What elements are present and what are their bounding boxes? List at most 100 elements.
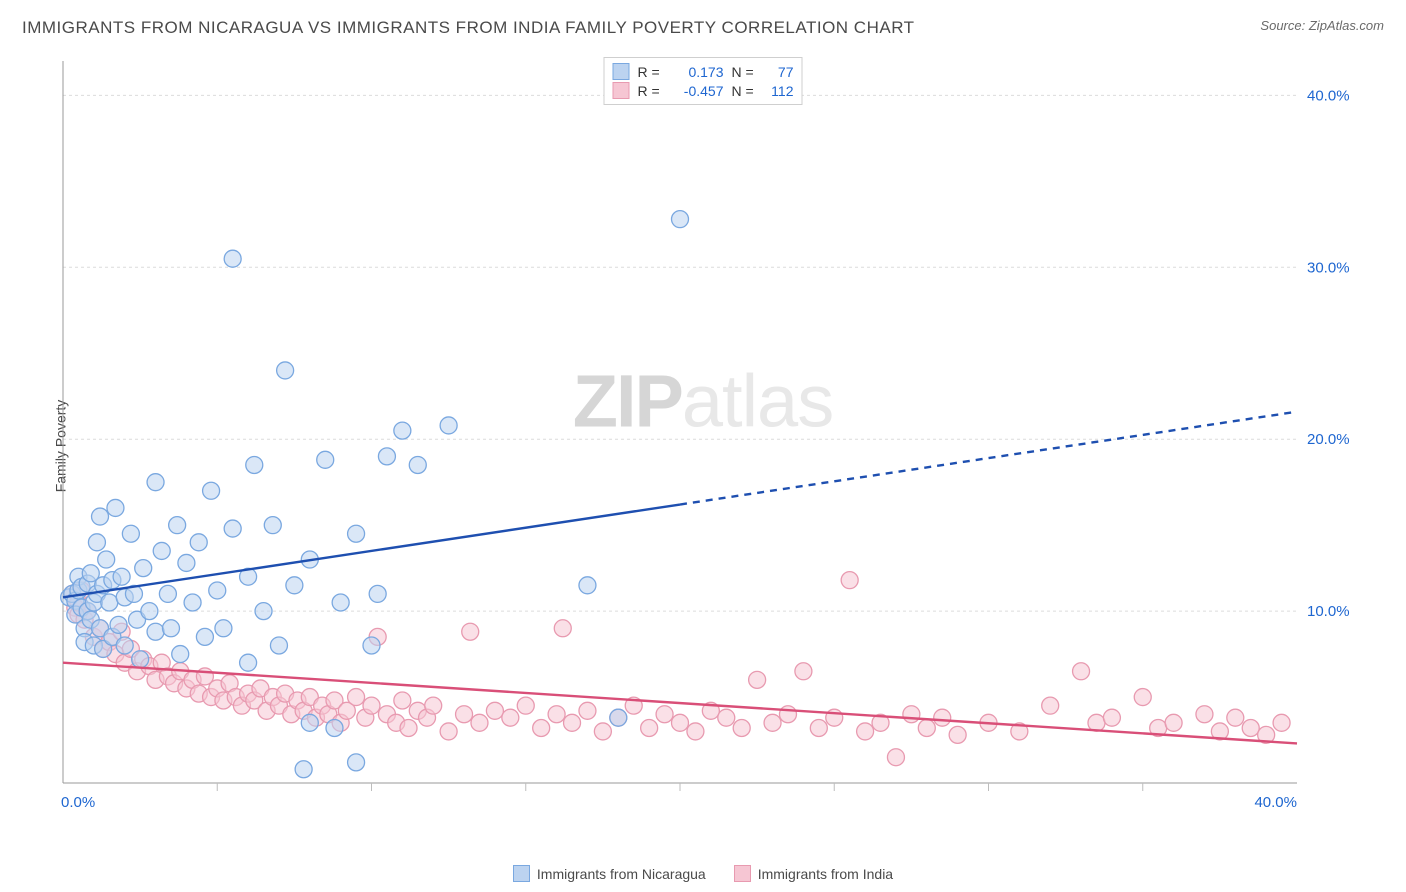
scatter-point (286, 577, 303, 594)
scatter-point (394, 422, 411, 439)
n-label: N = (732, 64, 756, 80)
swatch-nicaragua-icon (513, 865, 530, 882)
trend-line-nicaragua-dash (680, 412, 1297, 505)
swatch-nicaragua-icon (613, 63, 630, 80)
scatter-point (764, 714, 781, 731)
scatter-point (462, 623, 479, 640)
scatter-point (918, 719, 935, 736)
scatter-point (326, 719, 343, 736)
scatter-point (317, 451, 334, 468)
scatter-point (135, 560, 152, 577)
scatter-point (172, 646, 189, 663)
x-tick-label-right: 40.0% (1254, 794, 1297, 811)
scatter-point (147, 474, 164, 491)
scatter-point (733, 719, 750, 736)
scatter-point (240, 654, 257, 671)
scatter-point (687, 723, 704, 740)
scatter-point (122, 525, 139, 542)
source-attribution: Source: ZipAtlas.com (1260, 18, 1384, 33)
scatter-point (533, 719, 550, 736)
source-value: ZipAtlas.com (1309, 18, 1384, 33)
scatter-point (190, 534, 207, 551)
scatter-point (610, 709, 627, 726)
scatter-point (1273, 714, 1290, 731)
scatter-point (656, 706, 673, 723)
scatter-point (949, 726, 966, 743)
scatter-point (409, 456, 426, 473)
scatter-point (440, 417, 457, 434)
y-tick-label: 40.0% (1307, 87, 1350, 104)
scatter-point (502, 709, 519, 726)
scatter-point (141, 603, 158, 620)
scatter-point (264, 517, 281, 534)
scatter-point (548, 706, 565, 723)
scatter-point (215, 620, 232, 637)
swatch-india-icon (613, 82, 630, 99)
scatter-point (113, 568, 130, 585)
scatter-point (394, 692, 411, 709)
scatter-point (348, 525, 365, 542)
scatter-point (1196, 706, 1213, 723)
scatter-point (378, 448, 395, 465)
scatter-point (184, 594, 201, 611)
scatter-point (456, 706, 473, 723)
scatter-point (564, 714, 581, 731)
x-tick-label-left: 0.0% (61, 794, 95, 811)
scatter-point (887, 749, 904, 766)
scatter-point (348, 754, 365, 771)
scatter-point (440, 723, 457, 740)
scatter-point (363, 697, 380, 714)
scatter-point (857, 723, 874, 740)
scatter-point (169, 517, 186, 534)
scatter-point (486, 702, 503, 719)
chart-container: { "title": "IMMIGRANTS FROM NICARAGUA VS… (0, 0, 1406, 892)
scatter-point (903, 706, 920, 723)
scatter-point (1042, 697, 1059, 714)
scatter-point (332, 594, 349, 611)
scatter-point (641, 719, 658, 736)
scatter-point (203, 482, 220, 499)
scatter-point (1165, 714, 1182, 731)
scatter-point (810, 719, 827, 736)
scatter-point (400, 719, 417, 736)
legend-label-nicaragua: Immigrants from Nicaragua (537, 866, 706, 882)
scatter-point (301, 714, 318, 731)
scatter-point (841, 572, 858, 589)
scatter-point (295, 761, 312, 778)
scatter-point (209, 582, 226, 599)
scatter-point (579, 577, 596, 594)
scatter-point (110, 616, 127, 633)
scatter-point (255, 603, 272, 620)
scatter-point (672, 714, 689, 731)
r-value-india: -0.457 (670, 83, 724, 99)
scatter-point (749, 671, 766, 688)
scatter-point (1227, 709, 1244, 726)
stats-row-nicaragua: R = 0.173 N = 77 (613, 62, 794, 81)
scatter-point (246, 456, 263, 473)
scatter-point (1242, 719, 1259, 736)
n-value-india: 112 (764, 83, 794, 99)
n-value-nicaragua: 77 (764, 64, 794, 80)
scatter-point (795, 663, 812, 680)
legend-item-india: Immigrants from India (734, 865, 893, 882)
scatter-point (98, 551, 115, 568)
y-tick-label: 20.0% (1307, 431, 1350, 448)
scatter-point (348, 689, 365, 706)
scatter-point (92, 508, 109, 525)
scatter-point (88, 534, 105, 551)
r-value-nicaragua: 0.173 (670, 64, 724, 80)
scatter-point (594, 723, 611, 740)
scatter-point (178, 554, 195, 571)
scatter-point (554, 620, 571, 637)
scatter-point (153, 542, 170, 559)
scatter-point (107, 499, 124, 516)
scatter-point (718, 709, 735, 726)
scatter-plot-svg: 10.0%20.0%30.0%40.0%0.0%40.0% (55, 55, 1355, 825)
scatter-point (672, 211, 689, 228)
scatter-point (101, 594, 118, 611)
scatter-point (1134, 689, 1151, 706)
scatter-point (369, 585, 386, 602)
scatter-point (471, 714, 488, 731)
swatch-india-icon (734, 865, 751, 882)
scatter-point (196, 628, 213, 645)
